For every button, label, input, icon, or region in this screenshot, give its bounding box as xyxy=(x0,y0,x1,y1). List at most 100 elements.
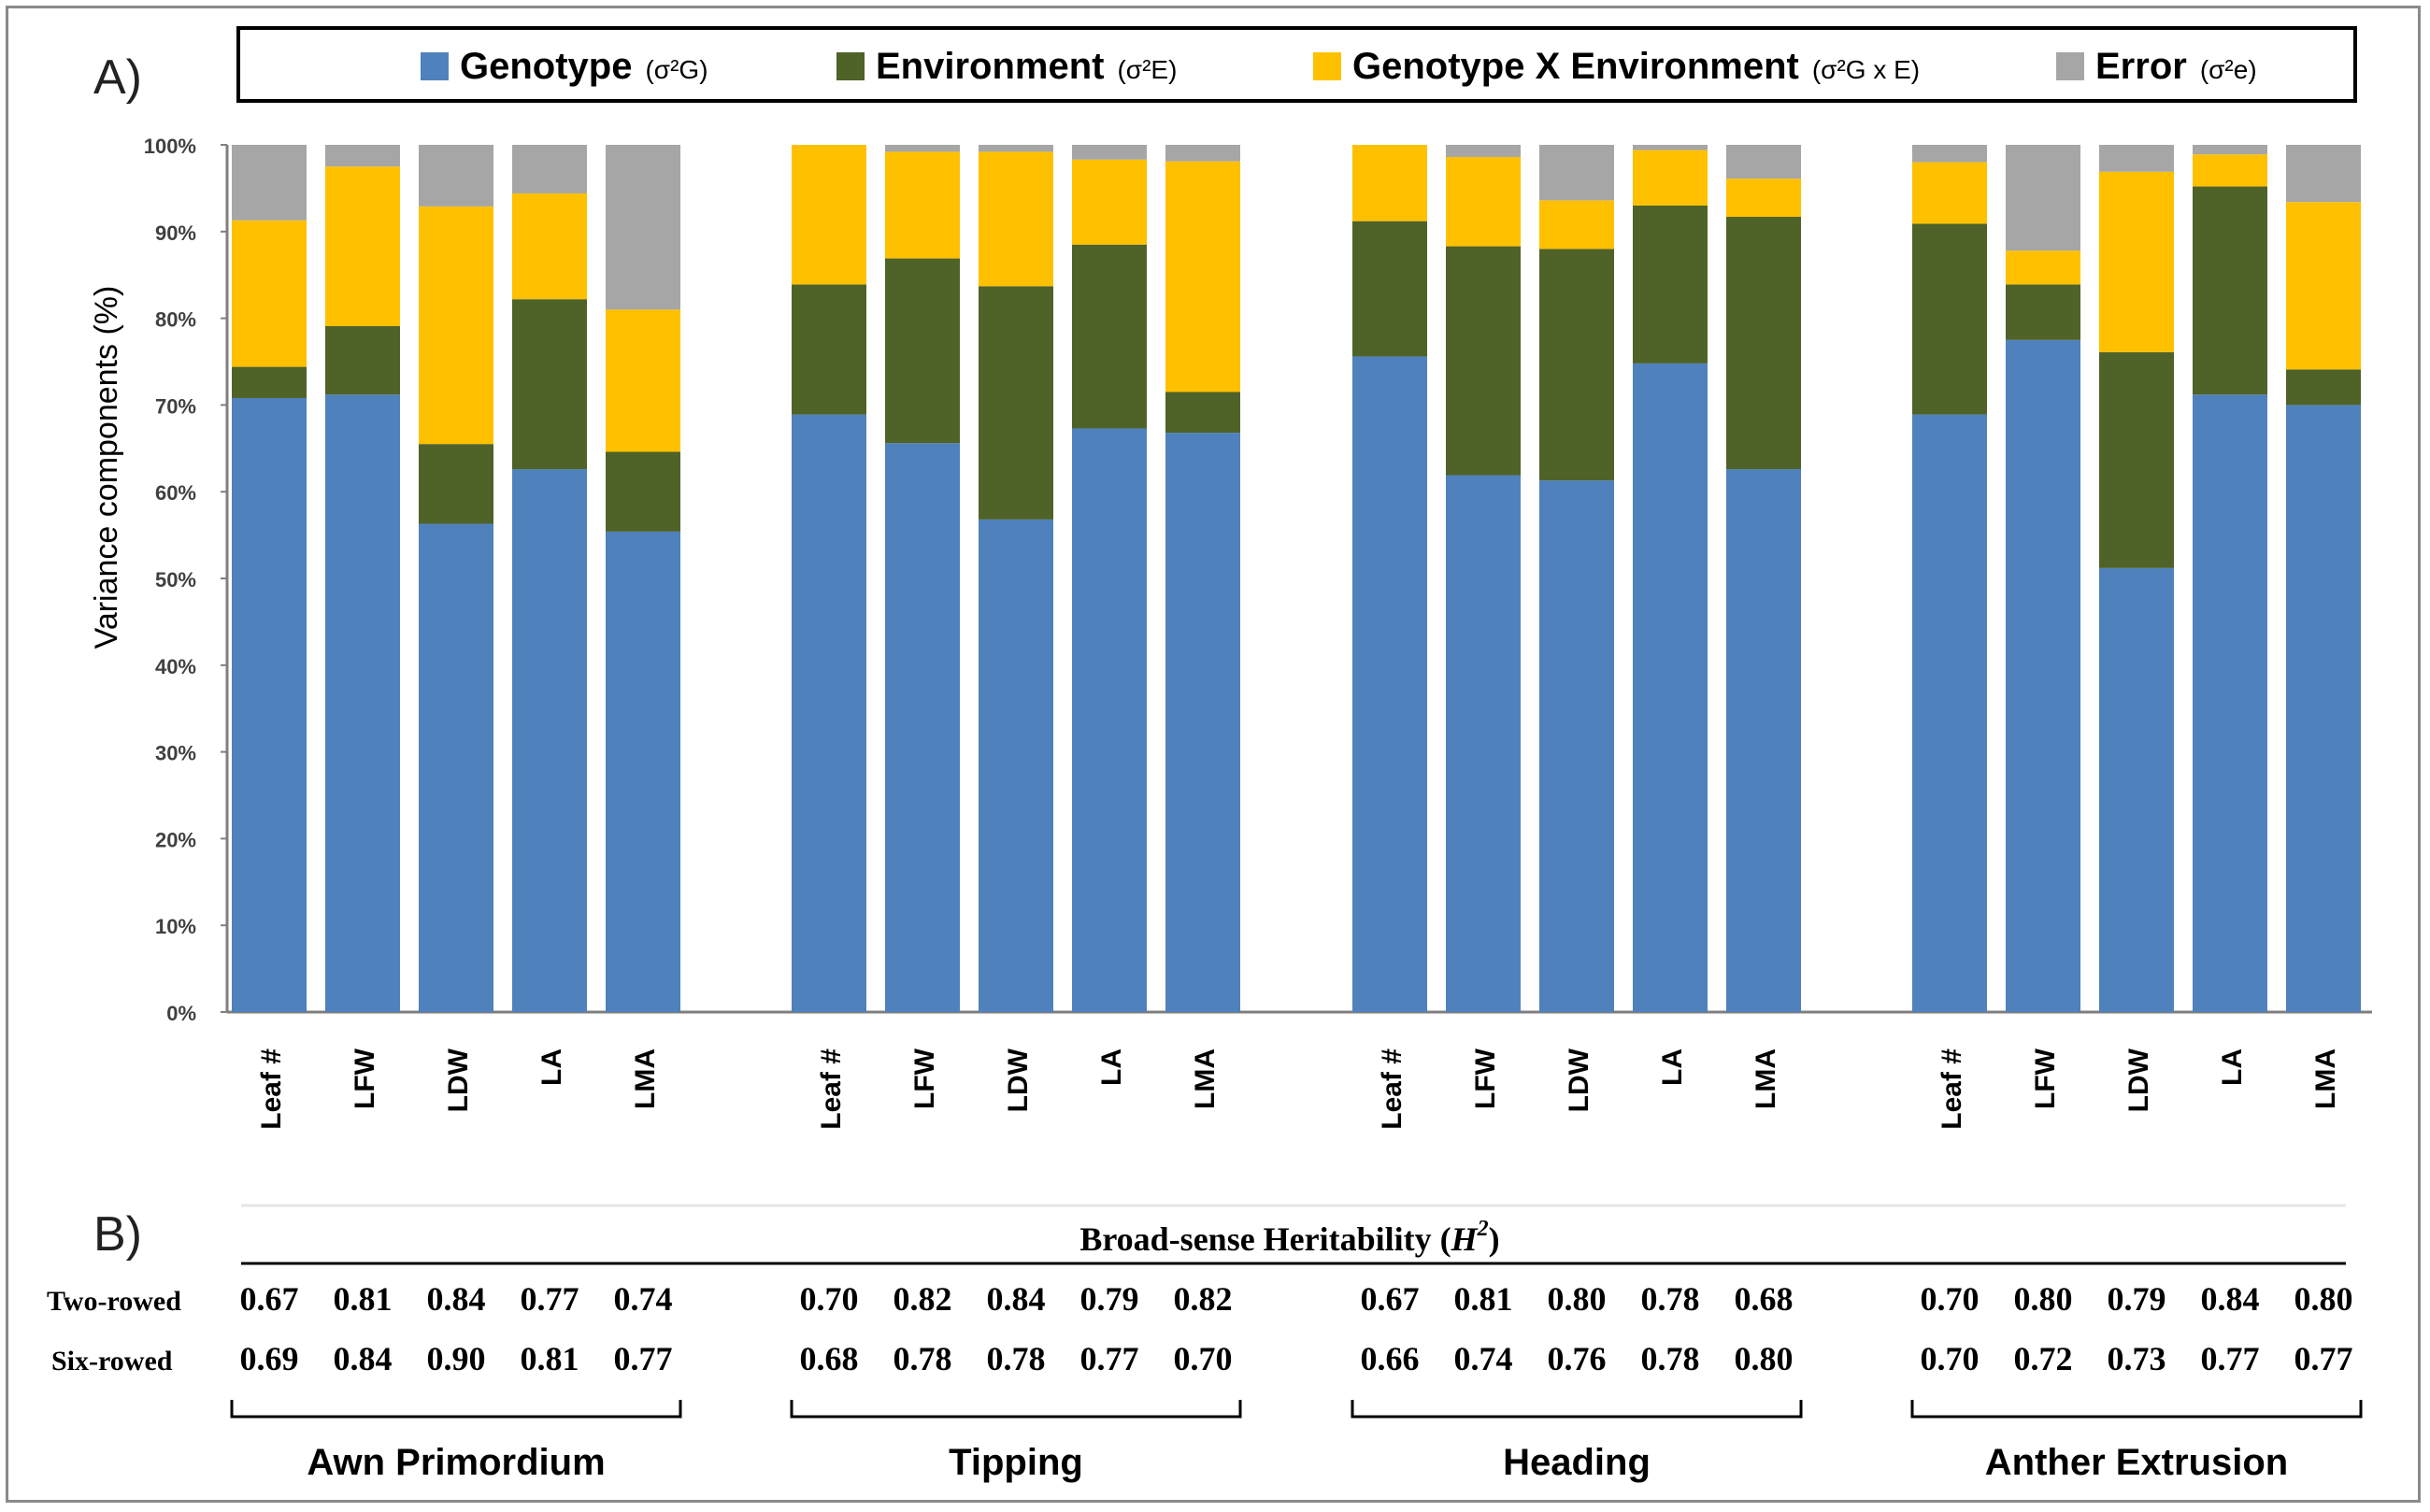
legend-name-genotype-x-environment: Genotype X Environment xyxy=(1352,46,1799,87)
bar-segment-gxe-anther-extrusion-lfw xyxy=(2006,250,2080,285)
legend-swatch-error xyxy=(2056,52,2084,80)
h2-two-rowed-value: 0.82 xyxy=(1174,1280,1233,1318)
bar-segment-environment-anther-extrusion-ldw xyxy=(2099,351,2174,568)
y-tick-label: 90% xyxy=(155,221,196,245)
bar-segment-genotype-anther-extrusion-ldw xyxy=(2099,567,2174,1012)
bar-segment-gxe-tipping-la xyxy=(1072,159,1147,245)
bar-segment-error-awn-primordium-la xyxy=(512,145,587,193)
x-tick-label: Leaf # xyxy=(1937,1048,1967,1130)
bar-segment-genotype-tipping-lfw xyxy=(885,443,960,1012)
row-label-six-rowed: Six-rowed xyxy=(51,1346,173,1376)
bracket-heading xyxy=(1351,1400,1803,1419)
h2-six-rowed-value: 0.77 xyxy=(2201,1340,2260,1377)
h2-six-rowed-value: 0.70 xyxy=(1921,1340,1980,1377)
legend-name-environment: Environment xyxy=(876,46,1104,87)
bar-segment-genotype-anther-extrusion-la xyxy=(2193,394,2267,1012)
bar-segment-error-heading-lma xyxy=(1726,145,1801,179)
bar-segment-environment-anther-extrusion-lfw xyxy=(2006,284,2080,340)
bracket-tipping xyxy=(790,1400,1242,1419)
h2-two-rowed-value: 0.70 xyxy=(800,1280,859,1318)
heritability-title-symbol: H xyxy=(1451,1220,1479,1258)
legend-symbol-error: (σ²e) xyxy=(2200,55,2257,84)
x-tick-label: LDW xyxy=(2123,1048,2154,1112)
x-tick-labels: Leaf # LFW LDW LA LMA Leaf # LFW LDW LA LMA Leaf #… xyxy=(256,1048,2341,1129)
h2-two-rowed-value: 0.67 xyxy=(240,1280,299,1318)
bar-segment-genotype-awn-primordium-ldw xyxy=(419,523,493,1012)
bar-segment-genotype-heading-leaf xyxy=(1352,356,1427,1012)
bar-segment-gxe-anther-extrusion-leaf xyxy=(1912,162,1987,224)
h2-six-rowed-value: 0.74 xyxy=(1454,1340,1513,1377)
h2-six-rowed-value: 0.77 xyxy=(2294,1340,2353,1377)
x-tick-label: LDW xyxy=(1003,1048,1034,1112)
bracket-awn-primordium xyxy=(230,1400,682,1419)
bar-segment-error-anther-extrusion-leaf xyxy=(1912,145,1987,163)
y-tick-label: 50% xyxy=(155,568,196,592)
bar-segment-gxe-tipping-leaf xyxy=(792,145,866,285)
x-tick-label: LDW xyxy=(1564,1048,1594,1112)
bar-segment-genotype-tipping-lma xyxy=(1165,433,1240,1012)
legend: Genotype (σ²G) Environment (σ²E) Genotype X … xyxy=(421,46,2257,87)
h2-six-rowed-value: 0.69 xyxy=(240,1340,299,1377)
bars xyxy=(232,145,2361,1013)
bar-segment-gxe-heading-lfw xyxy=(1446,156,1521,247)
legend-symbol-genotype: (σ²G) xyxy=(645,55,708,84)
h2-six-rowed-value: 0.90 xyxy=(427,1340,486,1377)
bar-segment-gxe-awn-primordium-la xyxy=(512,193,587,300)
bar-segment-gxe-tipping-lfw xyxy=(885,151,960,259)
bar-segment-environment-awn-primordium-lfw xyxy=(325,325,400,395)
x-tick-label: Leaf # xyxy=(256,1048,287,1130)
bar-segment-genotype-tipping-ldw xyxy=(979,519,1053,1012)
h2-two-rowed-value: 0.74 xyxy=(614,1280,673,1318)
h2-six-rowed-value: 0.73 xyxy=(2108,1340,2166,1377)
legend-symbol-genotype-x-environment: (σ²G x E) xyxy=(1812,55,1920,84)
bar-segment-gxe-awn-primordium-leaf xyxy=(232,220,307,367)
h2-two-rowed-value: 0.79 xyxy=(1080,1280,1139,1318)
y-tick-label: 10% xyxy=(155,915,196,938)
y-tick-label: 80% xyxy=(155,308,196,332)
y-tick-label: 20% xyxy=(155,828,196,851)
h2-two-rowed-value: 0.81 xyxy=(1454,1280,1513,1318)
bar-segment-genotype-heading-ldw xyxy=(1539,480,1614,1012)
bar-segment-environment-tipping-leaf xyxy=(792,284,866,415)
h2-two-rowed-value: 0.80 xyxy=(2014,1280,2073,1318)
bar-segment-genotype-awn-primordium-la xyxy=(512,469,587,1012)
x-tick-label: LDW xyxy=(443,1048,474,1112)
bar-segment-gxe-heading-ldw xyxy=(1539,200,1614,250)
x-tick-label: LA xyxy=(1096,1048,1127,1086)
legend-label-genotype-x-environment: Genotype X Environment (σ²G x E) xyxy=(1352,46,1920,87)
bar-segment-genotype-heading-lma xyxy=(1726,469,1801,1012)
panel-b-label: B) xyxy=(93,1207,142,1262)
legend-swatch-environment xyxy=(836,52,865,80)
bar-segment-error-tipping-la xyxy=(1072,145,1147,160)
h2-two-rowed-value: 0.84 xyxy=(987,1280,1046,1318)
group-brackets: Awn Primordium Tipping Heading Anther Extru… xyxy=(230,1400,2363,1483)
panel-a-label: A) xyxy=(93,50,142,105)
bar-segment-gxe-tipping-ldw xyxy=(979,151,1053,287)
bar-segment-environment-tipping-lfw xyxy=(885,258,960,444)
x-tick-label: Leaf # xyxy=(816,1048,847,1130)
legend-symbol-environment: (σ²E) xyxy=(1117,55,1177,84)
bar-segment-genotype-tipping-la xyxy=(1072,428,1147,1012)
bar-segment-gxe-awn-primordium-lfw xyxy=(325,166,400,326)
bar-segment-environment-anther-extrusion-leaf xyxy=(1912,223,1987,415)
bar-segment-environment-awn-primordium-lma xyxy=(606,451,680,532)
group-label-heading: Heading xyxy=(1503,1442,1651,1483)
y-tick-label: 40% xyxy=(155,655,196,678)
bar-segment-error-awn-primordium-leaf xyxy=(232,145,307,221)
legend-swatch-genotype-x-environment xyxy=(1313,52,1341,80)
bar-segment-gxe-anther-extrusion-ldw xyxy=(2099,171,2174,352)
x-tick-label: LA xyxy=(536,1048,567,1086)
bar-segment-environment-awn-primordium-ldw xyxy=(419,444,493,524)
bar-segment-error-heading-ldw xyxy=(1539,145,1614,201)
bar-segment-error-anther-extrusion-lfw xyxy=(2006,145,2080,251)
bar-segment-gxe-awn-primordium-ldw xyxy=(419,206,493,445)
x-tick-label: LFW xyxy=(1470,1048,1501,1109)
h2-two-rowed-value: 0.77 xyxy=(521,1280,579,1318)
bar-segment-error-tipping-lfw xyxy=(885,145,960,152)
legend-name-genotype: Genotype xyxy=(460,46,632,87)
bar-segment-environment-awn-primordium-leaf xyxy=(232,366,307,398)
y-ticks: 0% 10% 20% 30% 40% 50% 60% 70% 80% 90% 100% xyxy=(144,135,227,1025)
group-label-awn-primordium: Awn Primordium xyxy=(307,1442,605,1483)
h2-two-rowed-value: 0.81 xyxy=(334,1280,393,1318)
